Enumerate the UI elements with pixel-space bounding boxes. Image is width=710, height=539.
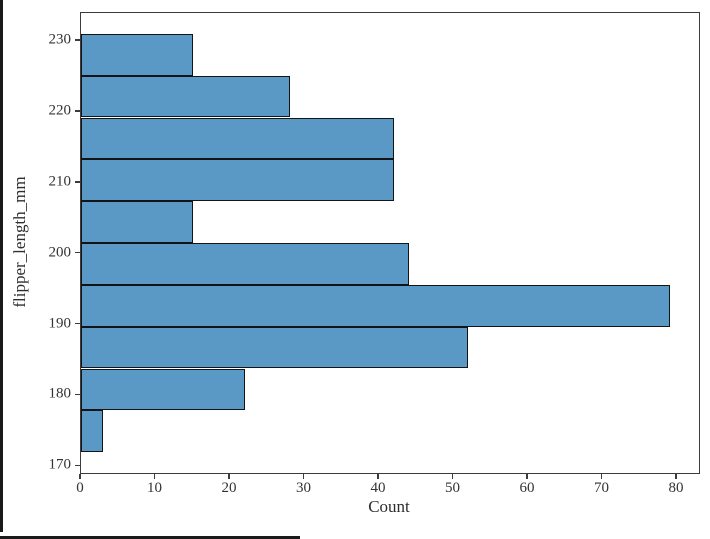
x-tick-mark bbox=[526, 473, 528, 479]
y-tick-label: 190 bbox=[48, 315, 72, 331]
y-tick-mark bbox=[75, 39, 80, 41]
y-tick-mark bbox=[75, 110, 80, 112]
y-tick-mark bbox=[75, 251, 80, 254]
x-tick-label: 0 bbox=[76, 480, 84, 496]
y-tick-label: 170 bbox=[48, 456, 72, 473]
y-tick-mark bbox=[75, 393, 80, 396]
histogram-bar bbox=[81, 75, 290, 118]
histogram-bar bbox=[81, 117, 394, 160]
histogram-bar bbox=[81, 284, 670, 327]
x-tick-mark bbox=[79, 473, 81, 479]
histogram-bar bbox=[81, 326, 469, 369]
histogram-bar bbox=[81, 243, 409, 285]
plot-area bbox=[80, 12, 700, 474]
y-axis-label: flipper_length_mm bbox=[10, 176, 29, 308]
y-tick-label: 200 bbox=[48, 244, 72, 261]
x-tick-label: 50 bbox=[445, 480, 460, 496]
y-tick-label: 180 bbox=[48, 385, 72, 402]
x-tick-mark bbox=[228, 473, 230, 479]
x-tick-label: 80 bbox=[668, 480, 684, 496]
x-tick-mark bbox=[600, 473, 603, 479]
histogram-bar bbox=[81, 33, 193, 76]
y-tick-mark bbox=[75, 322, 80, 325]
x-tick-label: 70 bbox=[594, 480, 609, 496]
y-tick-mark bbox=[75, 181, 80, 183]
y-tick-label: 210 bbox=[48, 173, 72, 190]
y-tick-mark bbox=[75, 464, 80, 466]
x-tick-mark bbox=[377, 473, 379, 479]
x-tick-mark bbox=[302, 473, 305, 479]
x-tick-label: 60 bbox=[519, 480, 535, 496]
x-tick-mark bbox=[153, 473, 156, 479]
x-tick-label: 40 bbox=[370, 480, 386, 496]
histogram-bar bbox=[81, 410, 104, 453]
x-tick-mark bbox=[451, 473, 454, 479]
x-tick-mark bbox=[675, 473, 677, 479]
histogram-bar bbox=[81, 368, 245, 411]
window-edge-artifact-left bbox=[0, 0, 3, 532]
y-tick-label: 230 bbox=[48, 31, 72, 48]
y-tick-label: 220 bbox=[48, 102, 72, 119]
x-axis-label: Count bbox=[368, 497, 410, 516]
histogram-bar bbox=[81, 201, 193, 243]
x-tick-label: 20 bbox=[221, 480, 237, 496]
x-tick-label: 30 bbox=[296, 480, 311, 496]
x-tick-label: 10 bbox=[147, 480, 162, 496]
window-edge-artifact-bottom bbox=[0, 536, 300, 539]
histogram-bar bbox=[81, 159, 394, 202]
